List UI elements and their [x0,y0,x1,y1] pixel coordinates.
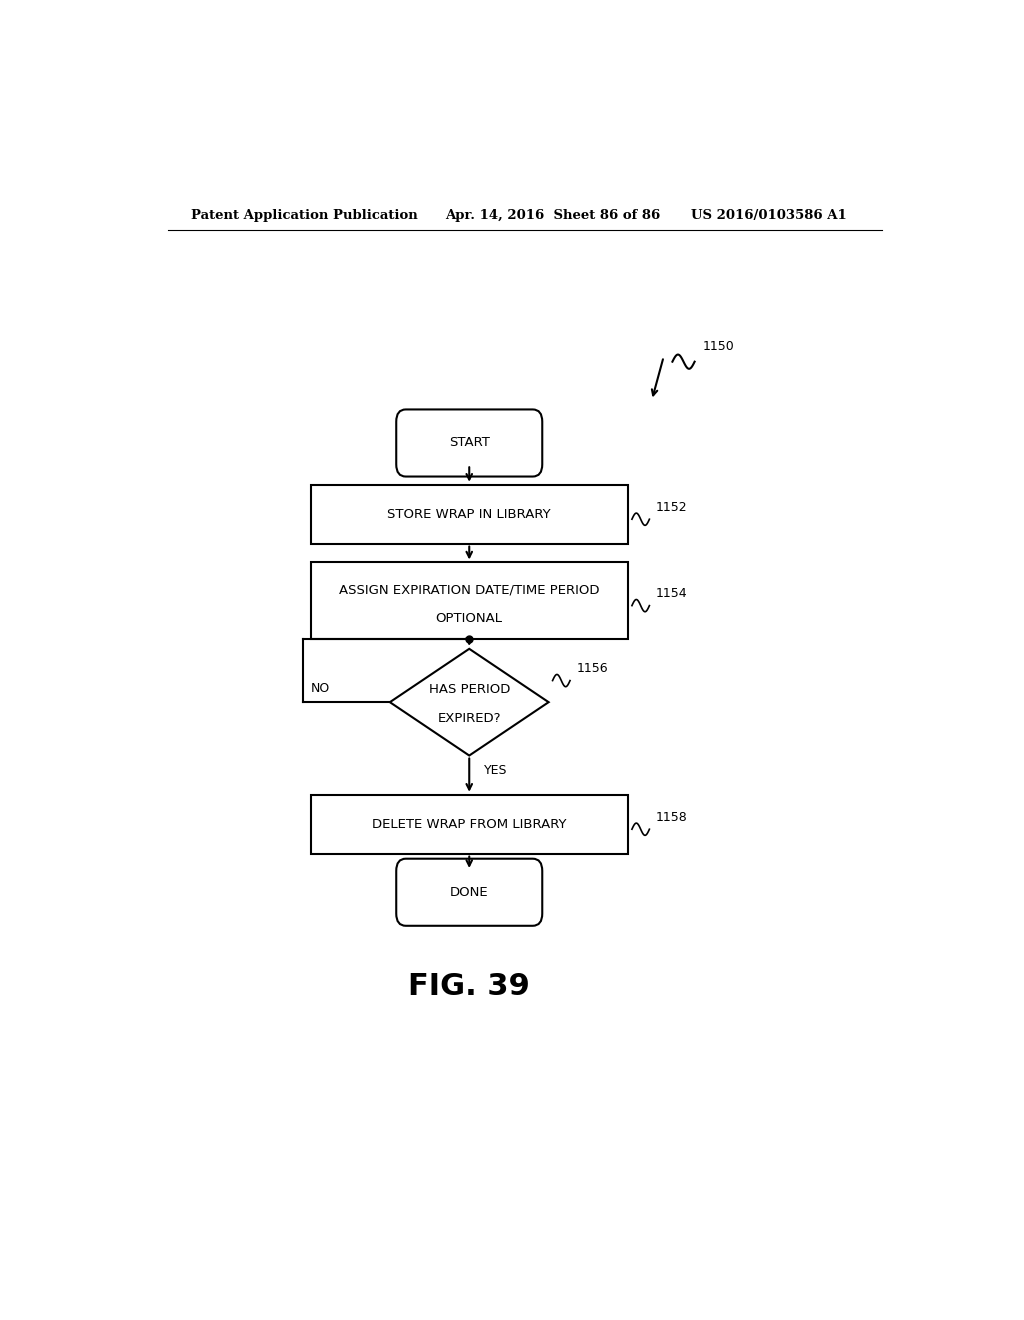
Bar [310,562,628,639]
Polygon shape [390,649,549,755]
Text: 1156: 1156 [577,661,608,675]
Text: Patent Application Publication: Patent Application Publication [191,209,418,222]
Text: DELETE WRAP FROM LIBRARY: DELETE WRAP FROM LIBRARY [372,817,566,830]
Text: ASSIGN EXPIRATION DATE/TIME PERIOD: ASSIGN EXPIRATION DATE/TIME PERIOD [339,583,599,597]
Text: DONE: DONE [450,886,488,899]
Text: START: START [449,437,489,450]
Bar [310,795,628,854]
Text: 1152: 1152 [655,500,687,513]
Bar [310,484,628,544]
Text: YES: YES [483,764,507,776]
Text: NO: NO [310,682,330,696]
FancyBboxPatch shape [396,409,543,477]
Text: 1154: 1154 [655,587,687,599]
Text: STORE WRAP IN LIBRARY: STORE WRAP IN LIBRARY [387,508,551,520]
Text: US 2016/0103586 A1: US 2016/0103586 A1 [691,209,847,222]
Text: 1158: 1158 [655,810,687,824]
Text: EXPIRED?: EXPIRED? [437,711,501,725]
Text: FIG. 39: FIG. 39 [409,973,530,1002]
Text: Apr. 14, 2016  Sheet 86 of 86: Apr. 14, 2016 Sheet 86 of 86 [445,209,660,222]
Text: 1150: 1150 [702,341,734,352]
FancyBboxPatch shape [396,859,543,925]
Text: OPTIONAL: OPTIONAL [436,612,503,626]
Text: HAS PERIOD: HAS PERIOD [429,684,510,697]
